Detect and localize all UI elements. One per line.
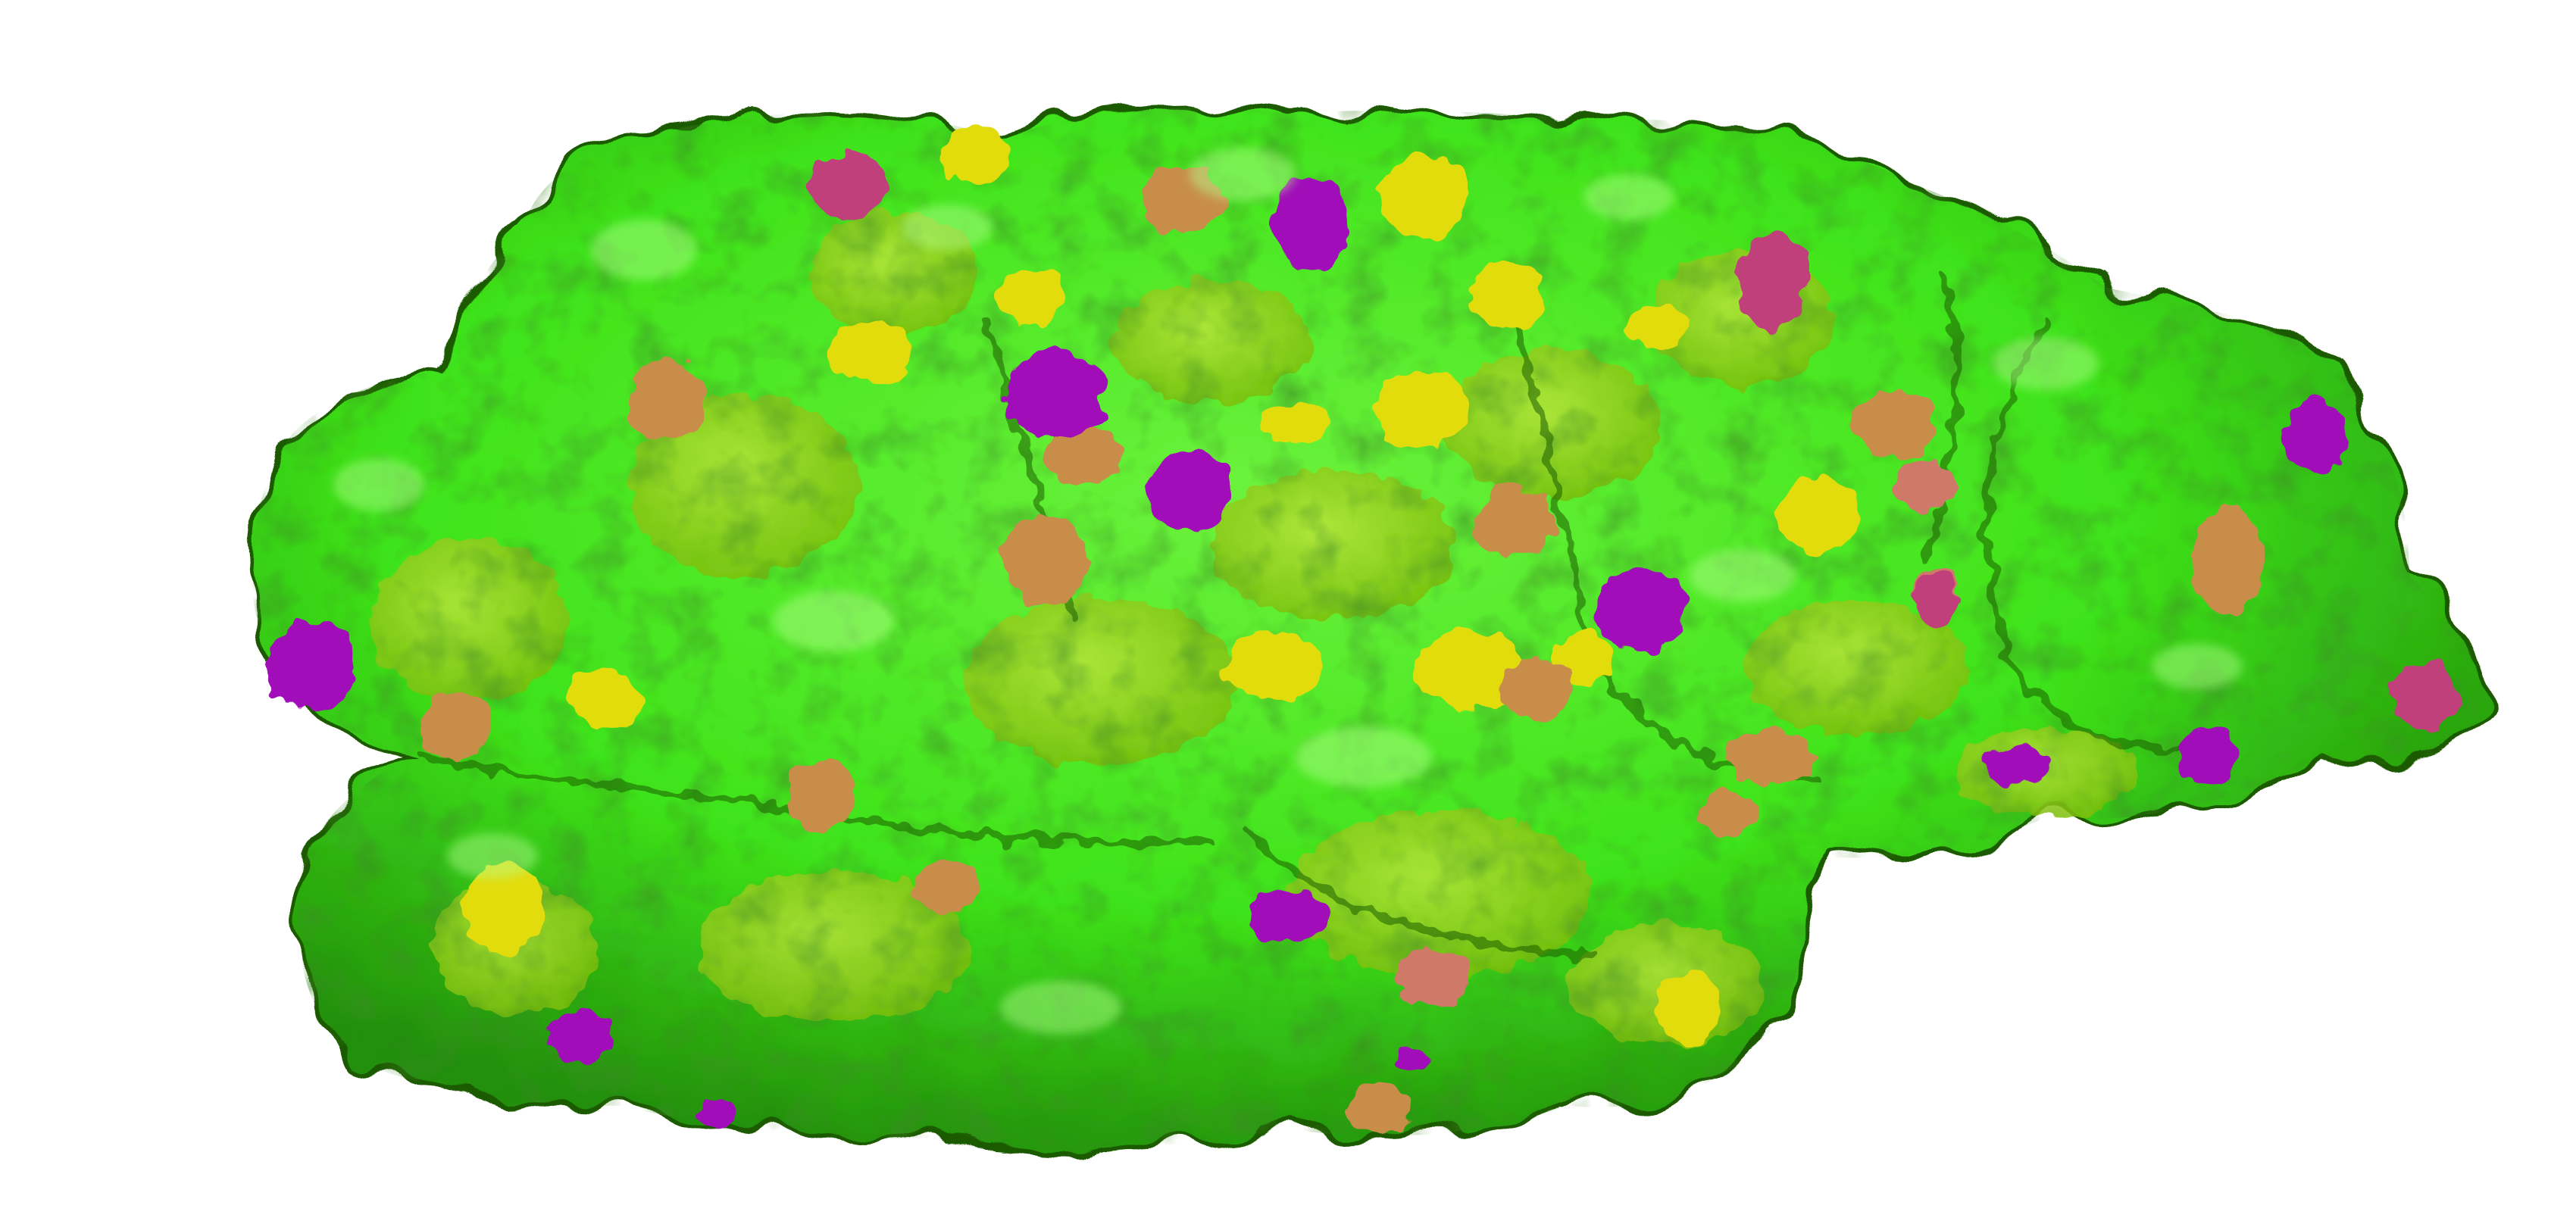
tan-residue [420, 693, 489, 761]
tan-residue [1849, 390, 1940, 458]
tan-residue [1046, 424, 1121, 485]
tan-residue [629, 360, 705, 443]
specular-highlights [333, 148, 2243, 1034]
tan-residue [1474, 489, 1557, 557]
yellow-residue [1629, 303, 1690, 348]
magenta-residue [2284, 398, 2345, 473]
magenta-residue [2178, 727, 2239, 788]
yellow-residue [1417, 629, 1523, 712]
pink-magenta-residue [1739, 231, 1807, 329]
magenta-residue [546, 1011, 614, 1064]
yellow-residue [830, 322, 913, 383]
yellow-residue [1655, 973, 1724, 1041]
tan-residue [1004, 515, 1087, 606]
tan-residue [1727, 731, 1818, 784]
yellow-residue [943, 125, 1011, 186]
magenta-residue [1595, 568, 1686, 651]
magenta-residue [1981, 746, 2049, 784]
yellow-residue [1470, 261, 1546, 329]
tan-residues [420, 167, 2262, 1136]
pink-magenta-residues [811, 151, 2459, 731]
magenta-residue [265, 621, 356, 712]
salmon-residue [1894, 458, 1955, 511]
magenta-residues [265, 178, 2345, 1129]
magenta-residue [1273, 178, 1349, 269]
tan-residue [788, 761, 856, 829]
tan-residue [1697, 792, 1758, 837]
tan-residue [1504, 659, 1572, 720]
yellow-residue [1777, 477, 1860, 553]
yellow-residue [1375, 371, 1466, 447]
magenta-residue [1008, 348, 1106, 439]
magenta-residue [1394, 1045, 1432, 1076]
yellow-residue [572, 667, 640, 727]
salmon-residue [1394, 951, 1470, 1004]
magenta-residue [1246, 890, 1330, 943]
pink-magenta-residue [2390, 663, 2459, 731]
tan-residue [1345, 1083, 1413, 1136]
magenta-residue [697, 1098, 735, 1129]
yellow-residue [1379, 155, 1470, 239]
magenta-residue [1148, 451, 1231, 534]
yellow-residue [1258, 401, 1333, 439]
yellow-residues [462, 125, 1860, 1041]
tan-residue [2193, 507, 2262, 614]
tan-residue [913, 860, 981, 913]
yellow-residue [1553, 632, 1614, 685]
pink-magenta-residue [1917, 572, 1962, 625]
pink-magenta-residue [811, 151, 886, 220]
yellow-residue [462, 863, 546, 954]
yellow-residue [1224, 632, 1322, 701]
yellow-residue [996, 265, 1064, 326]
surface-shading [252, 107, 2481, 1147]
